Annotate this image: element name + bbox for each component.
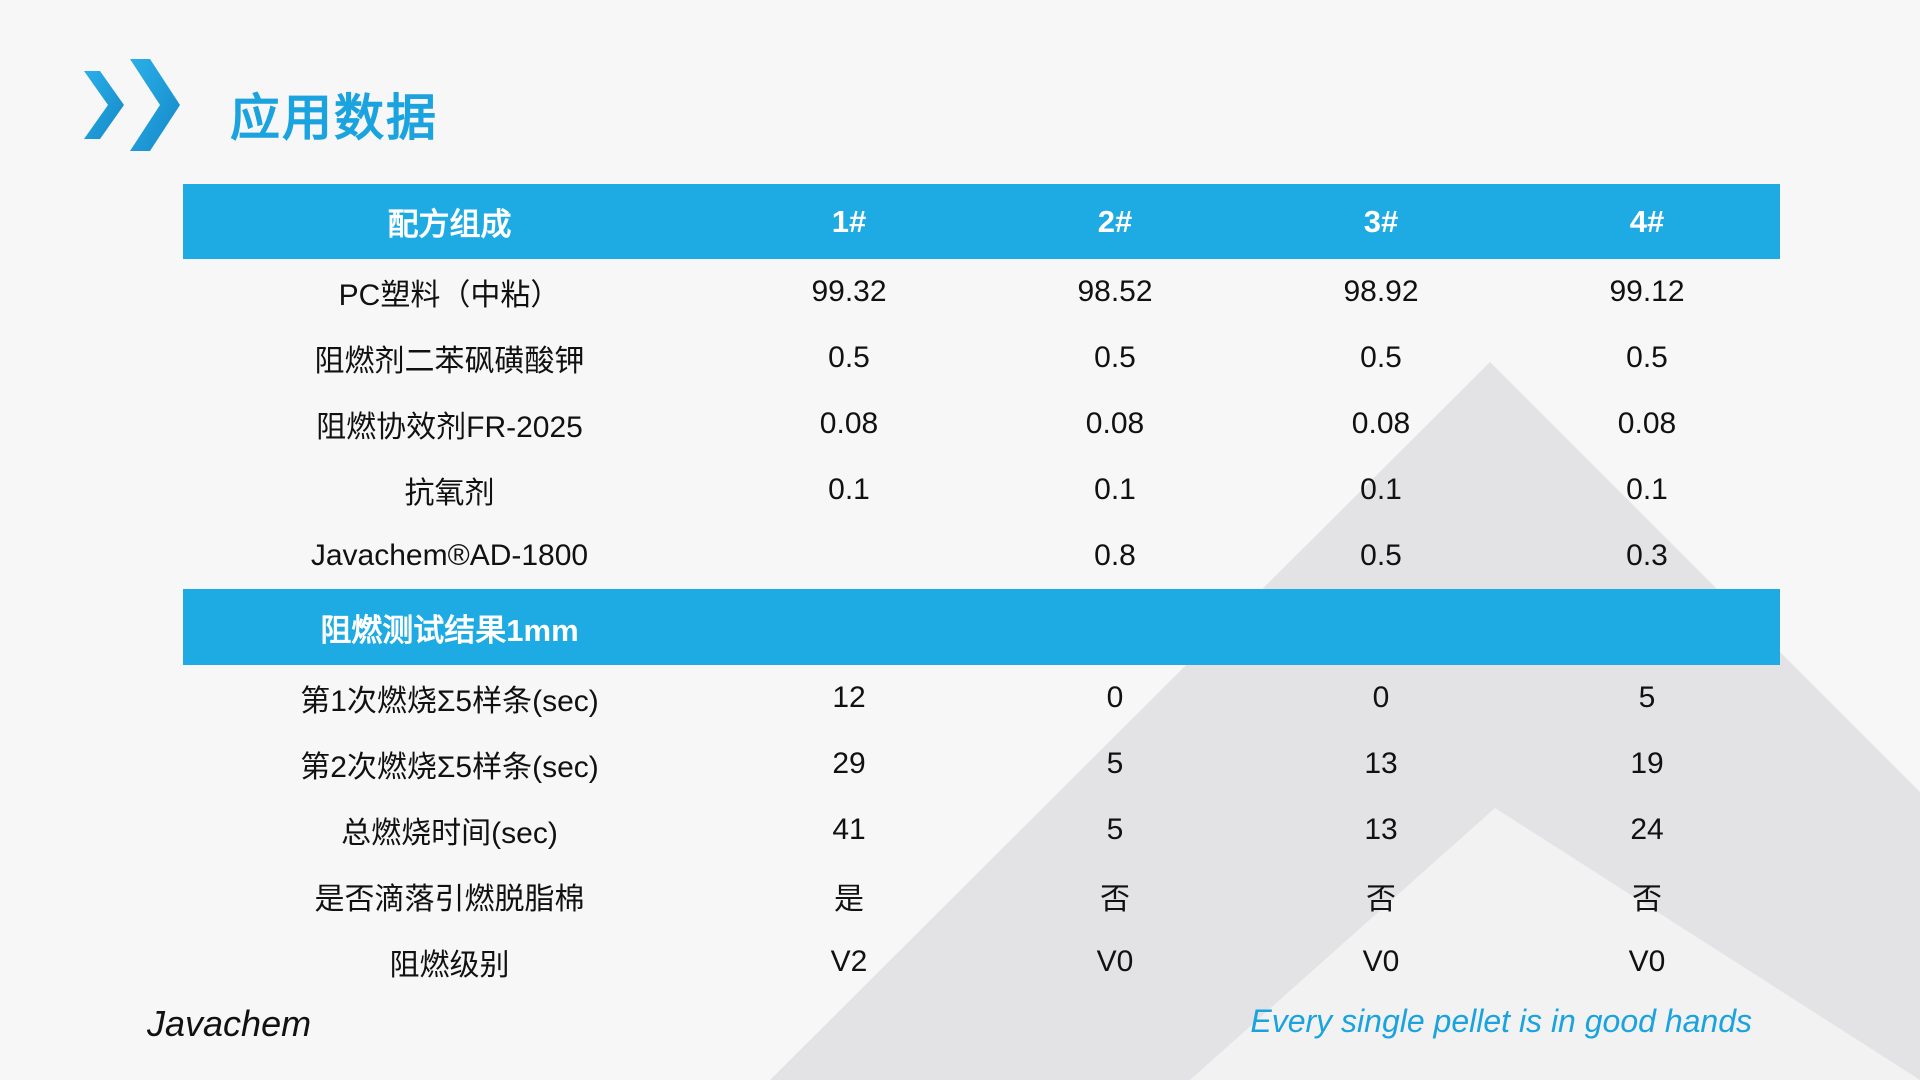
table-cell: 13 (1364, 813, 1398, 846)
table-cell: 0.5 (1094, 341, 1136, 374)
table-row: 总燃烧时间(sec) 41 5 13 24 (183, 797, 1780, 863)
table-cell: 0.1 (1094, 473, 1136, 506)
table-cell: 5 (1106, 747, 1124, 780)
table-cell: 0 (1106, 681, 1124, 714)
header-cell (982, 589, 1248, 665)
row-label: Javachem®AD-1800 (310, 539, 589, 572)
row-label: 第2次燃烧Σ5样条(sec) (300, 751, 599, 784)
table-cell: 否 (1100, 883, 1130, 916)
table-cell: V0 (1096, 945, 1134, 978)
row-label: 是否滴落引燃脱脂棉 (314, 883, 585, 916)
table-cell: 0.5 (828, 341, 870, 374)
formula-table: 配方组成 1# 2# 3# 4# PC塑料（中粘） 99.32 98.52 98… (183, 184, 1780, 995)
table-cell: 0.5 (1360, 341, 1402, 374)
double-chevron-icon (84, 59, 180, 151)
table-cell: 0 (1372, 681, 1390, 714)
row-label: 阻燃协效剂FR-2025 (316, 411, 583, 444)
header-cell (716, 589, 982, 665)
table-cell: 19 (1630, 747, 1664, 780)
row-label: 第1次燃烧Σ5样条(sec) (300, 685, 599, 718)
table-cell: 5 (1638, 681, 1656, 714)
table-cell: 41 (832, 813, 866, 846)
footer-slogan: Every single pellet is in good hands (1250, 1003, 1752, 1039)
row-label: 阻燃级别 (389, 949, 510, 982)
row-label: 抗氧剂 (404, 477, 495, 510)
header-cell (1514, 589, 1780, 665)
footer-brand: Javachem (147, 1003, 312, 1044)
table-cell: 98.52 (1077, 275, 1153, 308)
table-header-row: 配方组成 1# 2# 3# 4# (183, 184, 1780, 259)
header-cell: 配方组成 (183, 184, 716, 259)
table-cell: 0.08 (819, 407, 879, 440)
table-cell: 0.08 (1617, 407, 1677, 440)
table-row: 阻燃级别 V2 V0 V0 V0 (183, 929, 1780, 995)
table-cell: 13 (1364, 747, 1398, 780)
table-cell: 0.08 (1351, 407, 1411, 440)
section-title: 阻燃测试结果1mm (183, 589, 716, 665)
page-title: 应用数据 (230, 90, 438, 146)
table-row: 抗氧剂 0.1 0.1 0.1 0.1 (183, 457, 1780, 523)
row-label: 阻燃剂二苯砜磺酸钾 (314, 345, 585, 378)
row-label: PC塑料（中粘） (338, 279, 561, 312)
table-cell: V0 (1628, 945, 1666, 978)
table-row: 是否滴落引燃脱脂棉 是 否 否 否 (183, 863, 1780, 929)
header-cell (1248, 589, 1514, 665)
table-cell: 0.1 (1360, 473, 1402, 506)
table-cell: 99.32 (811, 275, 887, 308)
table-row: 阻燃协效剂FR-2025 0.08 0.08 0.08 0.08 (183, 391, 1780, 457)
header-cell: 1# (716, 184, 982, 259)
row-label: 总燃烧时间(sec) (341, 817, 558, 850)
table-cell: 否 (1366, 883, 1396, 916)
table-cell: 12 (832, 681, 866, 714)
table-cell: 98.92 (1343, 275, 1419, 308)
table-cell: V0 (1362, 945, 1400, 978)
table-cell: 0.8 (1094, 539, 1136, 572)
header-cell: 3# (1248, 184, 1514, 259)
table-cell: 0.5 (1360, 539, 1402, 572)
table-cell: 0.1 (1626, 473, 1668, 506)
header-cell: 4# (1514, 184, 1780, 259)
table-cell: 29 (832, 747, 866, 780)
table-cell: 0.1 (828, 473, 870, 506)
table-cell: 0.3 (1626, 539, 1668, 572)
table-cell: 5 (1106, 813, 1124, 846)
table-row: 第1次燃烧Σ5样条(sec) 12 0 0 5 (183, 665, 1780, 731)
table-cell: 0.5 (1626, 341, 1668, 374)
table-cell: 是 (834, 883, 864, 916)
table-cell (716, 523, 982, 589)
table-cell: 99.12 (1609, 275, 1685, 308)
section-header-row: 阻燃测试结果1mm (183, 589, 1780, 665)
table-row: 阻燃剂二苯砜磺酸钾 0.5 0.5 0.5 0.5 (183, 325, 1780, 391)
table-cell: 24 (1630, 813, 1664, 846)
header-cell: 2# (982, 184, 1248, 259)
table-cell: 否 (1632, 883, 1662, 916)
table-row: PC塑料（中粘） 99.32 98.52 98.92 99.12 (183, 259, 1780, 325)
table-cell: 0.08 (1085, 407, 1145, 440)
table-row: Javachem®AD-1800 0.8 0.5 0.3 (183, 523, 1780, 589)
table-row: 第2次燃烧Σ5样条(sec) 29 5 13 19 (183, 731, 1780, 797)
table-cell: V2 (830, 945, 868, 978)
